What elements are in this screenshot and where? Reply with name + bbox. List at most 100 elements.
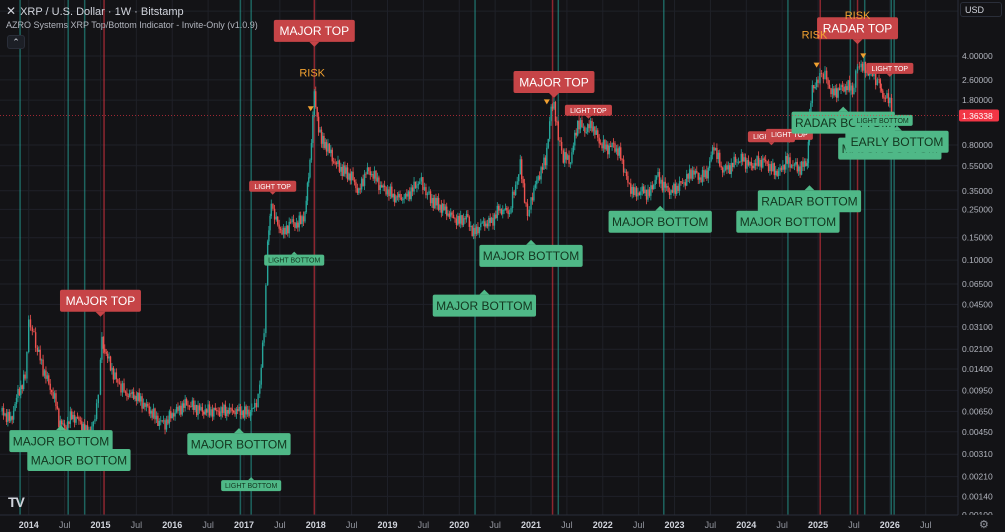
candle-body: [310, 142, 313, 160]
candle-body: [86, 425, 89, 435]
signal-label-text: MAJOR BOTTOM: [31, 453, 127, 467]
signal-label-box: [59, 289, 141, 312]
candle-body: [618, 147, 620, 156]
candle-body: [612, 142, 615, 144]
candle-body: [608, 145, 610, 155]
candle-body: [615, 148, 618, 152]
x-tick-label: 2024: [736, 520, 756, 530]
candle-body: [97, 394, 100, 404]
candle-body: [544, 157, 547, 166]
signal-label-text: LIGHT TOP: [771, 132, 808, 139]
signal-label-text: LIGHT BOTTOM: [225, 483, 277, 490]
candle-body: [254, 403, 256, 408]
candle-body: [431, 198, 433, 204]
candle-body: [180, 405, 182, 415]
candle-body: [201, 407, 204, 412]
symbol-title[interactable]: XRP / U.S. Dollar · 1W · Bitstamp: [20, 6, 184, 18]
candle-body: [165, 419, 168, 430]
candle-body: [416, 185, 418, 189]
candle-body: [723, 170, 725, 173]
candle-body: [249, 411, 252, 417]
x-tick-label: 2020: [449, 520, 469, 530]
candle-body: [235, 409, 238, 415]
candle-body: [246, 409, 249, 415]
x-tick-label: 2026: [880, 520, 900, 530]
currency-select[interactable]: USD: [960, 2, 1002, 17]
x-tick-label: 2014: [19, 520, 39, 530]
indicator-title[interactable]: AZRO Systems XRP Top/Bottom Indicator - …: [6, 20, 258, 30]
candle-body: [807, 141, 810, 164]
candle-body: [506, 208, 508, 211]
candle-body: [313, 91, 316, 115]
candle-body: [499, 208, 501, 211]
candle-body: [766, 161, 768, 164]
candle-body: [510, 208, 512, 213]
candle-body: [706, 170, 708, 179]
candle-body: [661, 179, 664, 191]
signal-label-box: [187, 433, 291, 456]
candle-body: [740, 153, 742, 162]
bottom-signal-label: LIGHT BOTTOM: [221, 477, 282, 492]
candle-body: [34, 332, 37, 348]
top-signal-label: LIGHT TOP: [866, 62, 914, 77]
candle-body: [340, 166, 342, 172]
candle-body: [587, 124, 589, 133]
signal-label-box: [845, 130, 949, 153]
candle-body: [446, 206, 448, 216]
gear-icon[interactable]: ⚙: [979, 519, 989, 531]
x-tick-label: Jul: [131, 520, 143, 530]
signal-label-pointer: [248, 477, 255, 481]
candle-body: [630, 183, 632, 194]
candle-body: [388, 189, 390, 197]
candle-body: [848, 80, 851, 91]
candle-body: [614, 143, 616, 152]
chevron-up-icon[interactable]: ⌃: [7, 35, 25, 49]
candle-body: [833, 88, 835, 96]
candle-body: [644, 189, 646, 194]
candle-body: [594, 126, 596, 135]
x-tick-label: Jul: [561, 520, 573, 530]
candle-body: [210, 409, 212, 416]
candle-body: [584, 127, 586, 133]
x-tick-label: Jul: [705, 520, 717, 530]
candle-body: [793, 164, 796, 166]
candle-body: [20, 385, 22, 396]
candle-body: [847, 80, 849, 91]
candle-body: [574, 132, 576, 146]
candle-body: [667, 185, 669, 192]
candle-body: [543, 157, 545, 170]
close-icon[interactable]: ✕: [6, 4, 17, 18]
candle-body: [382, 185, 384, 188]
candle-body: [385, 186, 387, 195]
candle-body: [134, 396, 136, 399]
y-tick-label: 2.60000: [962, 75, 993, 85]
candle-body: [642, 186, 645, 194]
candle-body: [777, 171, 780, 177]
candle-body: [680, 181, 682, 183]
candle-body: [660, 179, 662, 184]
candle-body: [178, 405, 181, 411]
candle-body: [704, 170, 707, 178]
candle-body: [850, 85, 852, 91]
candle-body: [637, 192, 639, 197]
candle-body: [191, 400, 194, 407]
candle-body: [796, 161, 798, 172]
candle-body: [571, 152, 573, 163]
candle-body: [754, 163, 757, 166]
bottom-signal-label: MAJOR BOTTOM: [9, 425, 113, 453]
candle-body: [805, 161, 807, 167]
signal-label-box: [479, 244, 583, 267]
candle-body: [713, 147, 715, 151]
candle-body: [831, 88, 834, 95]
candle-body: [627, 175, 629, 183]
candle-body: [455, 218, 458, 225]
candle-body: [876, 79, 879, 86]
candle-body: [863, 61, 865, 71]
candle-body: [28, 319, 30, 353]
candle-body: [568, 155, 570, 164]
candle-body: [342, 165, 345, 176]
candle-body: [208, 404, 211, 416]
candle-body: [789, 157, 791, 168]
candle-body: [700, 177, 702, 183]
